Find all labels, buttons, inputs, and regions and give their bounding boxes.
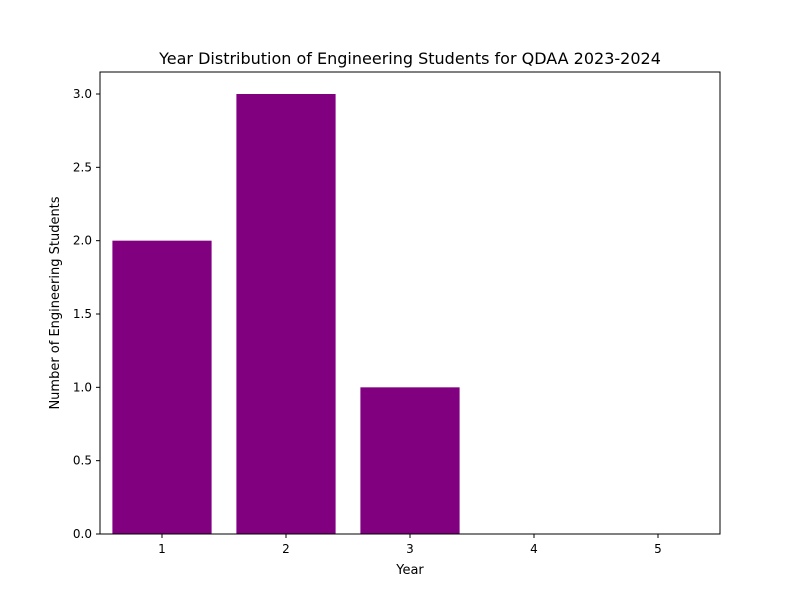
chart-title: Year Distribution of Engineering Student… xyxy=(158,49,661,68)
y-tick-label-1.5: 1.5 xyxy=(73,307,92,321)
y-axis-label: Number of Engineering Students xyxy=(48,196,63,409)
x-tick-label-5: 5 xyxy=(654,542,662,556)
x-tick-label-1: 1 xyxy=(158,542,166,556)
x-axis: 1 2 3 4 5 xyxy=(158,534,662,556)
y-tick-label-0.5: 0.5 xyxy=(73,454,92,468)
y-tick-label-2.5: 2.5 xyxy=(73,160,92,174)
x-tick-label-2: 2 xyxy=(282,542,290,556)
x-tick-label-3: 3 xyxy=(406,542,414,556)
y-tick-label-3.0: 3.0 xyxy=(73,87,92,101)
bar-3 xyxy=(360,387,460,534)
bar-1 xyxy=(112,240,212,534)
y-axis: 0.0 0.5 1.0 1.5 2.0 2.5 3.0 xyxy=(73,87,100,541)
bars-layer xyxy=(112,94,460,534)
bar-2 xyxy=(236,94,336,534)
x-axis-label: Year xyxy=(395,563,424,578)
y-tick-label-2.0: 2.0 xyxy=(73,234,92,248)
x-tick-label-4: 4 xyxy=(530,542,538,556)
y-tick-label-1.0: 1.0 xyxy=(73,380,92,394)
y-tick-label-0.0: 0.0 xyxy=(73,527,92,541)
